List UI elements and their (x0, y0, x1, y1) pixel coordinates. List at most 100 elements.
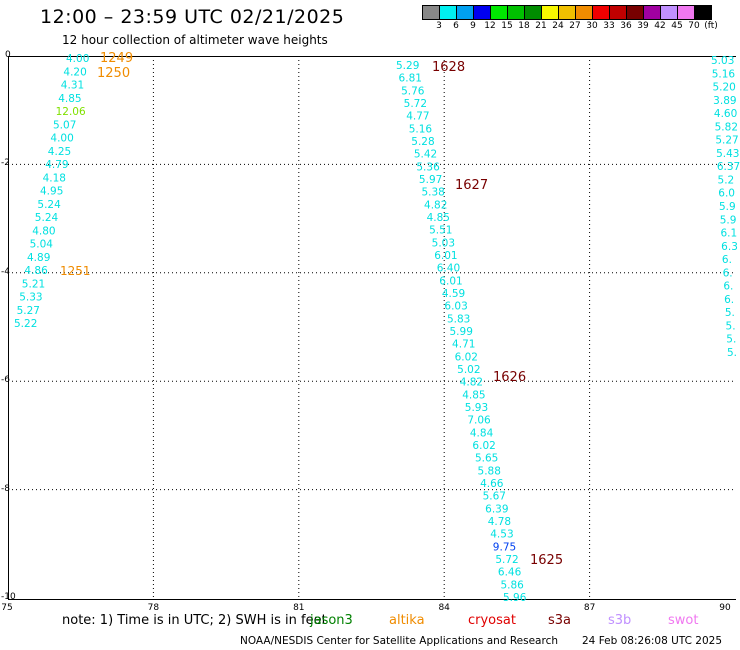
wave-height-value: 5.82 (715, 121, 738, 133)
wave-height-value: 5.36 (416, 161, 440, 173)
color-scale-tick-label: 3 (436, 21, 442, 31)
color-scale-tick-label: 27 (569, 21, 581, 31)
wave-height-value: 5.24 (35, 212, 59, 224)
wave-height-value: 5.9 (719, 201, 736, 213)
wave-height-value: 4.86 (24, 265, 48, 277)
color-scale-tick-label: 42 (654, 21, 666, 31)
pass-time-label: 1249 (100, 51, 133, 66)
wave-height-value: 6. (724, 294, 734, 306)
pass-time-label: 1251 (60, 264, 91, 278)
wave-height-value: 5.07 (53, 119, 76, 131)
wave-height-value: 5.04 (30, 239, 54, 251)
wave-height-value: 5.03 (711, 55, 734, 67)
pass-time-label: 1250 (97, 66, 130, 81)
wave-height-value: 4.66 (480, 478, 504, 490)
wave-height-value: 4.80 (32, 225, 55, 237)
wave-height-value: 4.71 (452, 339, 475, 351)
wave-height-value: 6.03 (444, 301, 467, 313)
color-scale-tick-label: 39 (637, 21, 649, 31)
wave-height-value: 5.33 (19, 292, 42, 304)
wave-height-value: 4.20 (63, 66, 86, 78)
longitude-tick-label: 84 (438, 603, 450, 613)
wave-height-value: 5.03 (432, 237, 455, 249)
wave-height-value: 5.83 (447, 313, 470, 325)
latitude-tick-label: -4 (1, 266, 10, 277)
wave-height-value: 5.22 (14, 318, 37, 330)
pass-time-label: 1626 (493, 370, 526, 385)
wave-height-value: 5.16 (712, 68, 736, 80)
latitude-tick-label: -8 (1, 483, 10, 494)
longitude-tick-label: 90 (719, 603, 731, 613)
wave-height-value: 5.97 (419, 174, 442, 186)
pass-time-label: 1628 (432, 60, 465, 75)
wave-height-value: 6.02 (472, 440, 495, 452)
wave-height-value: 5.29 (396, 60, 419, 72)
color-scale-tick-label: 12 (484, 21, 496, 31)
color-scale-tick-label: 9 (470, 21, 476, 31)
color-scale-tick-label: 21 (535, 21, 547, 31)
color-scale-tick-label: 70 (688, 21, 700, 31)
wave-height-value: 5.9 (720, 214, 737, 226)
wave-height-value: 5. (726, 320, 736, 332)
wave-height-value: 4.31 (61, 80, 84, 92)
color-scale-tick-label: 45 (671, 21, 683, 31)
satellite-legend-item: s3a (548, 613, 572, 628)
latitude-tick-label: -6 (1, 375, 10, 386)
color-scale-tick-label: 33 (603, 21, 615, 31)
wave-height-value: 5.21 (22, 278, 45, 290)
wave-height-value: 5.96 (503, 592, 527, 604)
wave-height-value: 6.01 (439, 275, 462, 287)
wave-height-value: 4.00 (66, 53, 89, 65)
credit-line: NOAA/NESDIS Center for Satellite Applica… (240, 635, 558, 647)
longitude-tick-label: 81 (293, 603, 305, 613)
wave-height-value: 5.02 (457, 364, 480, 376)
wave-height-value: 5. (726, 334, 736, 346)
generated-timestamp: 24 Feb 08:26:08 UTC 2025 (582, 635, 722, 647)
wave-height-value: 6.39 (485, 503, 508, 515)
wave-height-value: 4.84 (470, 427, 494, 439)
wave-height-value: 5.20 (712, 82, 735, 94)
wave-height-value: 5.27 (17, 305, 40, 317)
pass-time-label: 1625 (530, 553, 563, 568)
latitude-tick-label: 0 (5, 50, 11, 60)
satellite-legend-item: swot (668, 613, 699, 628)
color-scale-bar (422, 5, 712, 20)
color-scale-tick-label: 15 (501, 21, 513, 31)
longitude-tick-label: 75 (1, 603, 13, 613)
wave-height-value: 4.59 (442, 288, 465, 300)
wave-height-value: 5.72 (495, 554, 518, 566)
wave-height-value: 5.43 (716, 148, 739, 160)
pass-time-label: 1627 (455, 178, 488, 193)
wave-height-value: 5. (727, 347, 737, 359)
wave-height-value: 6. (723, 267, 733, 279)
footnote: note: 1) Time is in UTC; 2) SWH is in fe… (62, 613, 327, 628)
wave-height-value: 4.89 (27, 252, 50, 264)
wave-height-value: 6.1 (720, 228, 737, 240)
wave-height-value: 5.28 (411, 136, 434, 148)
wave-height-value: 5.93 (465, 402, 488, 414)
longitude-tick-label: 78 (147, 603, 160, 613)
wave-height-value: 9.75 (493, 541, 516, 553)
latitude-tick-label: -10 (1, 592, 16, 602)
wave-height-value: 5.99 (450, 326, 473, 338)
wave-height-value: 6.40 (437, 263, 460, 275)
wave-height-value: 5.67 (483, 491, 506, 503)
wave-height-value: 5.72 (404, 98, 427, 110)
wave-height-value: 6. (723, 281, 733, 293)
map-plot-area (8, 56, 736, 600)
wave-height-value: 5.2 (718, 174, 735, 186)
map-title: 12:00 – 23:59 UTC 02/21/2025 (40, 6, 345, 28)
wave-height-value: 4.78 (488, 516, 511, 528)
map-subtitle: 12 hour collection of altimeter wave hei… (62, 33, 328, 47)
wave-height-value: 5.27 (715, 135, 738, 147)
wave-height-value: 3.89 (713, 95, 736, 107)
satellite-legend-item: s3b (608, 613, 632, 628)
color-scale-tick-label: 18 (518, 21, 530, 31)
wave-height-value: 5.24 (37, 199, 61, 211)
wave-height-value: 6.0 (718, 188, 735, 200)
wave-height-value: 6. (722, 254, 732, 266)
wave-height-value: 5.42 (414, 149, 437, 161)
wave-height-value: 4.18 (43, 172, 66, 184)
